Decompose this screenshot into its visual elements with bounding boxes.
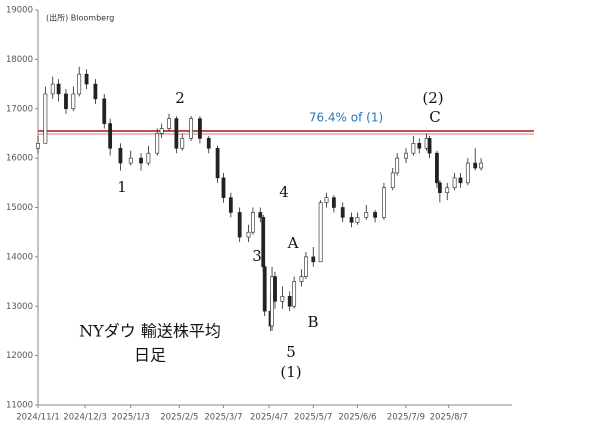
candle-body bbox=[404, 152, 408, 159]
candle-body bbox=[435, 152, 439, 184]
x-tick-label: 2025/2/5 bbox=[160, 413, 198, 423]
chart-title: NYダウ 輸送株平均 bbox=[79, 322, 221, 341]
candle-body bbox=[437, 182, 442, 193]
candle-body bbox=[299, 276, 304, 282]
candle-body bbox=[318, 202, 323, 263]
x-tick-label: 2025/3/7 bbox=[204, 413, 242, 423]
candle-body bbox=[128, 157, 133, 164]
candle-body bbox=[390, 172, 395, 189]
candle-body bbox=[311, 256, 316, 263]
candle-body bbox=[349, 217, 354, 223]
candle-body bbox=[355, 217, 360, 223]
candle-body bbox=[159, 128, 164, 134]
candle-body bbox=[411, 143, 416, 154]
y-tick-label: 16000 bbox=[6, 154, 33, 164]
candle-body bbox=[93, 83, 98, 100]
candle-body bbox=[71, 93, 76, 110]
candle-body bbox=[458, 177, 463, 184]
candle-body bbox=[261, 217, 266, 268]
y-tick-label: 12000 bbox=[6, 351, 33, 361]
candle-body bbox=[258, 212, 263, 218]
candle-body bbox=[206, 138, 211, 149]
x-tick-label: 2025/8/7 bbox=[430, 413, 468, 423]
x-tick-label: 2025/5/7 bbox=[294, 413, 332, 423]
candle-body bbox=[427, 138, 432, 154]
x-tick-label: 2025/6/6 bbox=[338, 413, 376, 423]
candle-body bbox=[465, 162, 470, 184]
candle-body bbox=[473, 162, 478, 169]
candle-body bbox=[340, 207, 345, 218]
candle-body bbox=[77, 73, 82, 95]
x-tick-label: 2025/4/7 bbox=[250, 413, 288, 423]
candle-body bbox=[84, 73, 89, 85]
wave-label: 4 bbox=[279, 183, 289, 201]
candle-body bbox=[273, 276, 277, 302]
candle-body bbox=[452, 177, 457, 189]
wave-label: (2) bbox=[422, 89, 443, 107]
candle-body bbox=[118, 147, 123, 164]
y-tick-label: 14000 bbox=[6, 252, 33, 262]
candle-body bbox=[36, 143, 40, 149]
candle-body bbox=[324, 197, 329, 203]
candle-body bbox=[155, 133, 160, 154]
wave-label: 2 bbox=[175, 89, 185, 107]
x-tick-label: 2024/12/3 bbox=[63, 413, 107, 423]
y-tick-label: 19000 bbox=[6, 6, 33, 16]
candle-body bbox=[64, 93, 68, 110]
candle-body bbox=[146, 152, 151, 164]
candle-body bbox=[417, 143, 422, 149]
candle-body bbox=[395, 157, 400, 174]
candle-body bbox=[102, 98, 107, 124]
candle-body bbox=[304, 256, 308, 277]
wave-label: B bbox=[307, 313, 318, 331]
candle-body bbox=[198, 118, 202, 139]
candle-body bbox=[228, 197, 233, 213]
y-tick-label: 18000 bbox=[6, 55, 33, 65]
wave-label: C bbox=[429, 108, 440, 126]
candle-body bbox=[382, 187, 386, 218]
candle-body bbox=[108, 123, 113, 149]
wave-label: 3 bbox=[252, 247, 262, 265]
candle-body bbox=[246, 231, 251, 238]
source-note: (出所) Bloomberg bbox=[46, 13, 114, 23]
x-tick-label: 2024/11/1 bbox=[16, 413, 60, 423]
x-tick-label: 2025/1/3 bbox=[112, 413, 150, 423]
candle-body bbox=[221, 177, 226, 198]
candle-body bbox=[50, 83, 55, 95]
candle-body bbox=[43, 93, 48, 144]
y-tick-label: 15000 bbox=[6, 203, 33, 213]
candle-body bbox=[180, 138, 185, 149]
candle-body bbox=[445, 187, 450, 193]
y-tick-label: 11000 bbox=[6, 401, 33, 411]
candle-body bbox=[292, 281, 297, 307]
x-tick-label: 2025/7/9 bbox=[387, 413, 425, 423]
chart-subtitle: 日足 bbox=[134, 346, 166, 365]
candle-body bbox=[479, 162, 483, 169]
candle-body bbox=[262, 266, 267, 312]
candle-body bbox=[215, 147, 220, 179]
candle-body bbox=[373, 212, 377, 218]
candle-body bbox=[251, 212, 255, 233]
wave-label: A bbox=[287, 234, 299, 252]
candle-body bbox=[139, 157, 143, 164]
reference-label: 76.4% of (1) bbox=[309, 110, 383, 124]
candle-body bbox=[56, 83, 61, 95]
candle-body bbox=[189, 118, 193, 139]
wave-label: 1 bbox=[117, 178, 127, 196]
candle-body bbox=[364, 212, 369, 218]
wave-label: 5 bbox=[286, 343, 296, 361]
y-tick-label: 17000 bbox=[6, 104, 33, 114]
y-tick-label: 13000 bbox=[6, 302, 33, 312]
candle-body bbox=[331, 197, 336, 208]
candle-body bbox=[237, 212, 242, 238]
candle-body bbox=[280, 296, 285, 302]
candle-body bbox=[174, 118, 179, 149]
wave-label: (1) bbox=[280, 363, 301, 381]
candle-body bbox=[167, 118, 171, 129]
candle-body bbox=[287, 296, 292, 307]
